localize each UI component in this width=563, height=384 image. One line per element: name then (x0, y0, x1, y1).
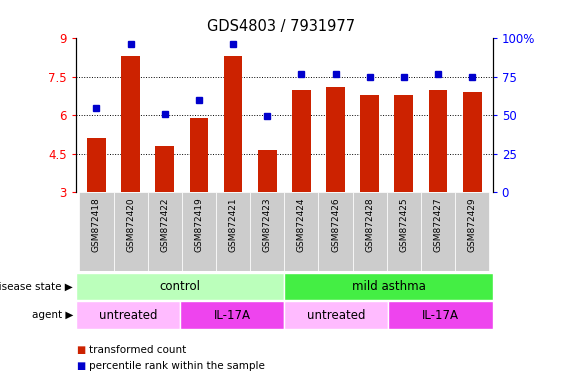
Bar (148, 192, 182, 271)
Bar (284, 273, 493, 300)
Text: control: control (160, 280, 200, 293)
Bar (182, 192, 216, 271)
Bar (319, 192, 352, 271)
Bar (395, 95, 413, 192)
Text: untreated: untreated (307, 309, 365, 322)
Text: GSM872426: GSM872426 (331, 197, 340, 252)
Bar (76, 301, 180, 329)
Bar (360, 95, 379, 192)
Text: mild asthma: mild asthma (351, 280, 426, 293)
Text: GSM872418: GSM872418 (92, 197, 101, 252)
Bar (79, 192, 114, 271)
Text: GSM872424: GSM872424 (297, 197, 306, 252)
Text: untreated: untreated (99, 309, 157, 322)
Bar (326, 87, 345, 192)
Text: transformed count: transformed count (89, 345, 186, 355)
Text: GSM872429: GSM872429 (468, 197, 477, 252)
Bar (387, 192, 421, 271)
Bar (463, 92, 481, 192)
Bar (76, 273, 284, 300)
Text: GSM872422: GSM872422 (160, 197, 169, 252)
Bar (121, 56, 140, 192)
Text: IL-17A: IL-17A (422, 309, 459, 322)
Text: disease state ▶: disease state ▶ (0, 281, 73, 291)
Bar (258, 150, 276, 192)
Text: GDS4803 / 7931977: GDS4803 / 7931977 (207, 19, 356, 34)
Bar (421, 192, 455, 271)
Text: agent ▶: agent ▶ (32, 310, 73, 320)
Bar (224, 56, 243, 192)
Bar (190, 118, 208, 192)
Text: ■: ■ (76, 345, 85, 355)
Text: GSM872420: GSM872420 (126, 197, 135, 252)
Bar (155, 146, 174, 192)
Text: IL-17A: IL-17A (214, 309, 251, 322)
Bar (455, 192, 489, 271)
Bar (292, 89, 311, 192)
Text: ■: ■ (76, 361, 85, 371)
Bar (284, 192, 319, 271)
Text: GSM872425: GSM872425 (399, 197, 408, 252)
Text: GSM872421: GSM872421 (229, 197, 238, 252)
Bar (87, 138, 106, 192)
Text: GSM872427: GSM872427 (434, 197, 443, 252)
Bar (216, 192, 250, 271)
Text: GSM872423: GSM872423 (263, 197, 272, 252)
Text: GSM872419: GSM872419 (194, 197, 203, 252)
Bar (284, 301, 388, 329)
Bar (428, 89, 448, 192)
Bar (388, 301, 493, 329)
Text: percentile rank within the sample: percentile rank within the sample (89, 361, 265, 371)
Bar (114, 192, 148, 271)
Text: GSM872428: GSM872428 (365, 197, 374, 252)
Bar (180, 301, 284, 329)
Bar (250, 192, 284, 271)
Bar (352, 192, 387, 271)
